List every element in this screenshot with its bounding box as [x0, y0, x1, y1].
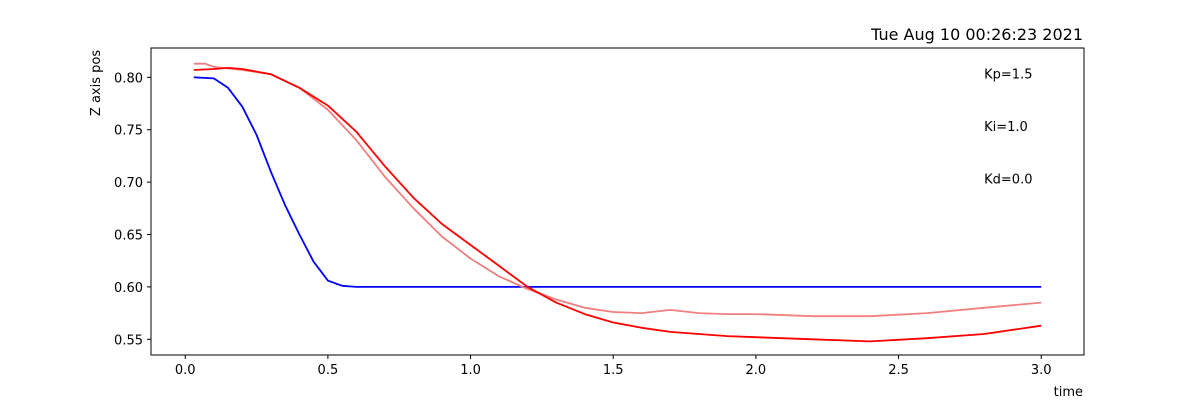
axis-ticks: 0.0 0.5 1.0 1.5 2.0 2.5 3.0 0.55 0.60 0.65 0.70 0.7… [114, 71, 1051, 378]
y-tick-label: 0.80 [114, 71, 143, 86]
series-line-3 [193, 67, 1042, 343]
plot-area [193, 62, 1042, 343]
chart-title: Tue Aug 10 00:26:23 2021 [870, 25, 1083, 44]
y-tick-label: 0.75 [114, 124, 143, 139]
x-tick-label: 0.5 [318, 363, 339, 378]
annotation-2: Ki=1.0 [984, 120, 1028, 135]
y-tick-label: 0.60 [114, 281, 143, 296]
x-tick-label: 1.0 [460, 363, 481, 378]
y-axis-label: Z axis pos [89, 50, 104, 116]
annotations: Kp=1.5 Ki=1.0 Kd=0.0 [984, 68, 1032, 188]
y-tick-label: 0.70 [114, 176, 143, 191]
plot-frame [150, 47, 1085, 356]
x-tick-label: 2.5 [888, 363, 909, 378]
x-tick-label: 0.0 [175, 363, 196, 378]
x-tick-label: 3.0 [1031, 363, 1052, 378]
annotation-1: Kp=1.5 [984, 68, 1032, 83]
annotation-3: Kd=0.0 [984, 173, 1032, 188]
series-line-1 [193, 76, 1042, 288]
x-axis-label: time [1054, 385, 1083, 400]
y-tick-label: 0.65 [114, 229, 143, 244]
y-tick-label: 0.55 [114, 333, 143, 348]
x-tick-label: 2.0 [746, 363, 767, 378]
x-tick-label: 1.5 [603, 363, 624, 378]
